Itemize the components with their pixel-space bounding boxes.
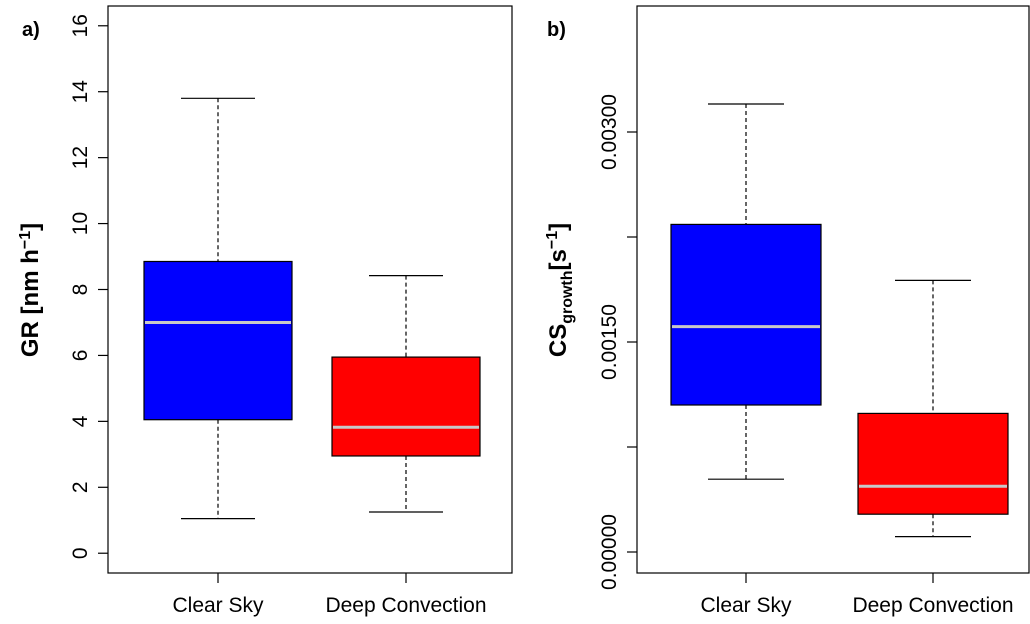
y-tick-label: 0.00150 [598, 304, 621, 380]
panel-b-boxes [670, 103, 1009, 538]
box-clear-sky [143, 97, 293, 520]
y-tick-label: 0 [69, 547, 92, 559]
iqr-box [143, 260, 293, 421]
panel-b-ylabel-bracket: [s [545, 249, 572, 270]
panel-b-x-axis: Clear Sky Deep Convection [700, 573, 1014, 617]
y-tick-label: 4 [69, 415, 92, 427]
panel-b-label: b) [547, 19, 566, 41]
box-deep-convection [857, 279, 1009, 538]
x-tick-label: Clear Sky [700, 594, 792, 617]
y-tick-label: 2 [69, 481, 92, 493]
iqr-box [331, 356, 481, 457]
panel-b-ylabel: CSgrowth[s−1] [544, 223, 576, 357]
panel-b-ylabel-sup: −1 [544, 231, 561, 249]
y-tick-label: 14 [69, 80, 92, 104]
panel-a-ylabel-close: ] [17, 223, 44, 231]
panel-a-x-axis: Clear Sky Deep Convection [172, 573, 487, 617]
y-tick-label: 16 [69, 14, 92, 37]
panel-a-y-axis: 0 2 4 6 8 10 12 14 16 [69, 14, 108, 559]
panel-a: a) GR [nm h−1] 0 2 4 6 8 10 12 14 16 Clear Sky De… [17, 5, 513, 617]
box-deep-convection [331, 275, 481, 513]
box-clear-sky [670, 103, 822, 480]
x-tick-label: Deep Convection [325, 594, 486, 617]
panel-b-y-axis: 0.00000 0.00150 0.00300 [598, 94, 637, 590]
x-tick-label: Deep Convection [852, 594, 1013, 617]
iqr-box [857, 412, 1009, 515]
panel-b-ylabel-close: ] [545, 223, 572, 231]
panel-a-ylabel-sup: −1 [17, 231, 34, 249]
y-tick-label: 12 [69, 146, 92, 169]
y-tick-label: 6 [69, 350, 92, 362]
panel-a-boxes [143, 97, 481, 520]
panel-b-ylabel-sub: growth [559, 270, 576, 323]
iqr-box [670, 223, 822, 406]
x-tick-label: Clear Sky [172, 594, 264, 617]
panel-b: b) CSgrowth[s−1] 0.00000 0.00150 0.00300 C… [544, 5, 1030, 617]
panel-a-label: a) [22, 19, 40, 41]
y-tick-label: 10 [69, 212, 92, 235]
y-tick-label: 8 [69, 284, 92, 296]
panel-a-ylabel: GR [nm h−1] [17, 223, 45, 357]
y-tick-label: 0.00300 [598, 94, 621, 170]
panel-a-ylabel-main: GR [nm h [17, 249, 44, 357]
panel-b-ylabel-main: CS [545, 324, 572, 357]
panel-b-frame [636, 5, 1030, 574]
y-tick-label: 0.00000 [598, 514, 621, 590]
